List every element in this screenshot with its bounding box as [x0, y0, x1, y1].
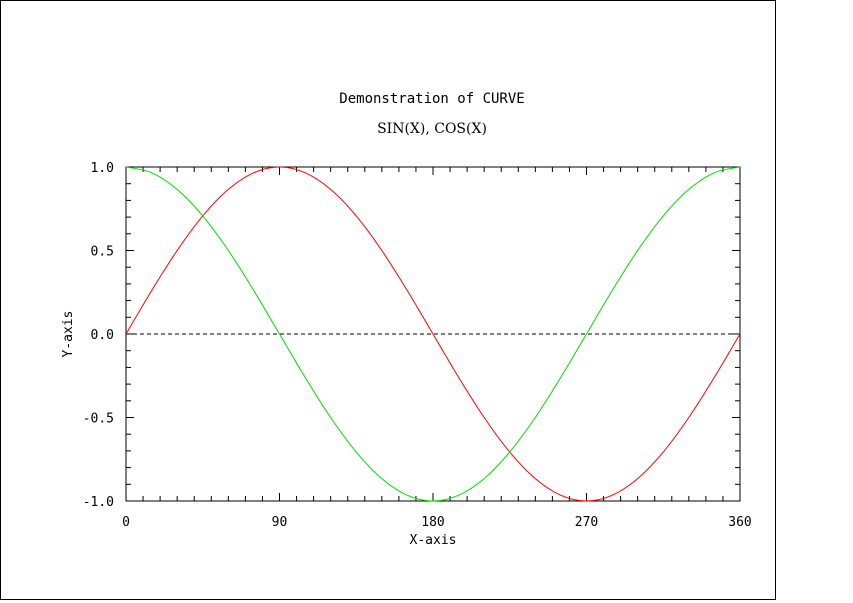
x-tick-label: 270: [575, 515, 598, 530]
y-axis-label: Y-axis: [61, 311, 76, 358]
series-group: [125, 166, 741, 502]
x-tick-label: 90: [272, 515, 288, 530]
y-tick-label: 1.0: [91, 161, 114, 176]
chart-subtitle: SIN(X), COS(X): [377, 121, 487, 137]
y-tick-label: 0.5: [91, 245, 114, 260]
x-tick-label: 180: [421, 515, 444, 530]
x-axis-label: X-axis: [410, 533, 457, 548]
y-tick-label: -0.5: [83, 412, 114, 427]
chart-title: Demonstration of CURVE: [339, 91, 524, 107]
plot-frame: [0, 0, 776, 600]
x-tick-label: 0: [122, 515, 130, 530]
series-line-2: [125, 166, 741, 502]
y-tick-labels: -1.0 -0.5 0.0 0.5 1.0: [83, 161, 114, 510]
y-tick-label: -1.0: [83, 495, 114, 510]
x-tick-label: 360: [728, 515, 751, 530]
minor-ticks: [125, 166, 741, 502]
x-tick-labels: 0 90 180 270 360: [122, 515, 752, 530]
y-tick-label: 0.0: [91, 328, 114, 343]
series-line-1: [125, 166, 741, 502]
